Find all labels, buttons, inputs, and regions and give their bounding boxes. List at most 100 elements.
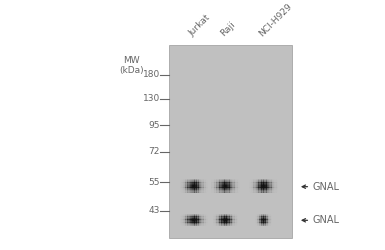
Bar [232,180,233,181]
Bar [189,225,190,226]
Bar [232,218,233,219]
Bar [271,182,272,183]
Bar [232,216,233,217]
Bar [186,186,187,187]
Bar [182,183,183,184]
Bar [264,180,265,181]
Bar [211,192,212,193]
Bar [266,189,267,190]
Bar [194,192,195,193]
Bar [233,216,234,217]
Bar [238,182,239,183]
Bar [202,179,203,180]
Bar [218,181,219,182]
Bar [239,183,240,184]
Bar [181,224,182,225]
Bar [270,192,271,193]
Bar [258,189,259,190]
Bar [196,218,197,219]
Bar [182,215,184,216]
Bar [203,217,204,218]
Bar [203,188,204,189]
Bar [261,220,262,221]
Bar [180,225,181,226]
Bar [191,221,192,222]
Bar [196,221,197,222]
Bar [261,214,262,215]
Bar [236,219,237,220]
Bar [188,190,189,191]
Bar [269,187,270,188]
Bar [223,220,224,221]
Bar [190,216,191,217]
Bar [181,189,182,190]
Bar [256,185,257,186]
Bar [189,181,190,182]
Bar [260,181,261,182]
Bar [258,225,259,226]
Bar [266,183,267,184]
Bar [235,224,236,225]
Bar [264,221,265,222]
Bar [259,223,260,224]
Bar [219,179,220,180]
Bar [254,188,255,189]
Bar [192,184,193,185]
Bar [193,221,194,222]
Bar [261,215,262,216]
Bar [189,180,190,181]
Bar [221,219,222,220]
Text: 130: 130 [143,94,160,103]
Bar [261,189,262,190]
Bar [257,179,258,180]
Bar [255,220,256,221]
Bar [263,192,264,193]
Bar [223,185,224,186]
Bar [221,186,222,187]
Bar [263,215,264,216]
Bar [183,179,184,180]
Bar [229,221,230,222]
Bar [234,187,235,188]
Bar [186,190,187,191]
Bar [227,184,228,185]
Bar [203,221,204,222]
Bar [234,222,235,223]
Bar [221,188,223,189]
Bar [257,184,258,185]
Bar [186,221,187,222]
Bar [225,218,226,219]
Bar [265,216,266,217]
Bar [213,185,214,186]
Bar [199,192,200,193]
Bar [200,215,201,216]
Bar [263,184,264,185]
Bar [200,225,201,226]
Bar [221,184,223,185]
Bar [229,215,230,216]
Bar [196,216,197,217]
Bar [237,188,238,189]
Bar [219,184,220,186]
Bar [211,190,213,191]
Bar [193,188,194,189]
Bar [261,215,262,216]
Bar [183,182,184,183]
Bar [215,222,216,223]
Bar [199,221,200,222]
Bar [275,186,276,187]
Bar [261,225,262,226]
Bar [186,214,187,215]
Bar [181,190,182,191]
Bar [198,192,199,193]
Bar [206,181,207,182]
Bar [232,180,233,181]
Bar [204,221,205,222]
Bar [225,192,226,193]
Bar [254,182,255,183]
Bar [190,221,191,222]
Bar [235,216,236,217]
Bar [217,217,218,218]
Bar [258,218,259,219]
Bar [189,180,191,181]
